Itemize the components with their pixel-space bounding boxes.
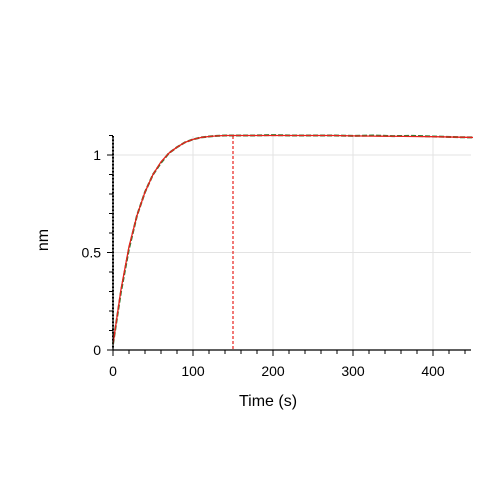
x-tick-label: 100 [181, 363, 205, 379]
x-axis-title: Time (s) [239, 393, 297, 410]
y-tick-label: 0.5 [82, 245, 102, 261]
x-tick-label: 300 [341, 363, 365, 379]
series-lines [112, 134, 474, 345]
y-tick-label: 0 [93, 342, 101, 358]
x-tick-label: 400 [421, 363, 445, 379]
y-axis-title: nm [35, 229, 52, 251]
x-tick-label: 0 [109, 363, 117, 379]
grid [113, 136, 471, 350]
x-tick-label: 200 [261, 363, 285, 379]
series-line-1 [112, 134, 474, 345]
series-line-2 [112, 134, 474, 345]
y-tick-label: 1 [93, 147, 101, 163]
axes [107, 135, 471, 356]
tick-labels: 0 100 200 300 400 0 0.5 1 [82, 147, 445, 379]
